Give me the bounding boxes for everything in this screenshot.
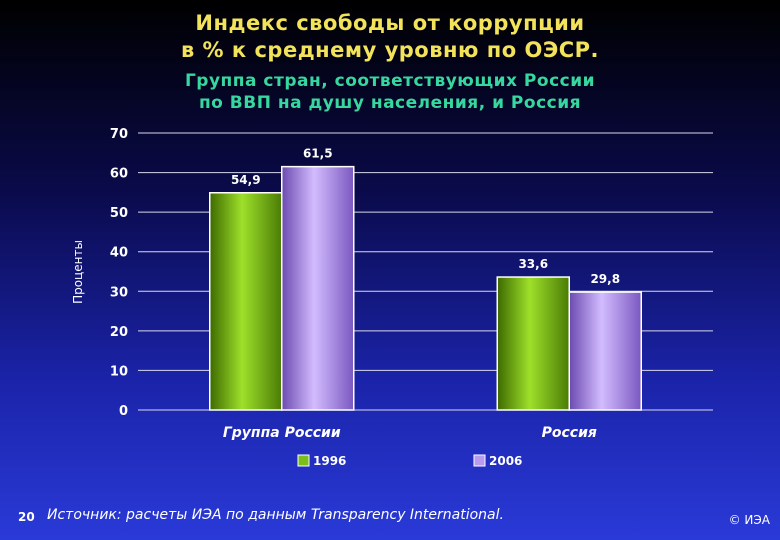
y-axis-label: Проценты — [71, 240, 85, 304]
bar — [281, 165, 355, 411]
title-line-1: Индекс свободы от коррупции — [195, 11, 585, 35]
subtitle-line-2: по ВВП на душу населения, и Россия — [198, 93, 582, 113]
bar — [209, 192, 283, 411]
y-tick-label: 50 — [110, 206, 128, 221]
bar — [496, 276, 570, 411]
legend-swatch — [297, 454, 310, 467]
chart-title: Индекс свободы от коррупции в % к средне… — [0, 10, 780, 64]
chart-subtitle: Группа стран, соответствующих России по … — [0, 70, 780, 114]
legend-label: 1996 — [313, 454, 346, 468]
source-note: Источник: расчеты ИЭА по данным Transpar… — [47, 507, 504, 523]
data-label: 33,6 — [518, 257, 548, 271]
y-tick-label: 30 — [110, 285, 128, 300]
bar — [568, 291, 642, 411]
data-label: 29,8 — [590, 272, 620, 286]
page-number: 20 — [18, 510, 35, 524]
data-label: 61,5 — [303, 147, 333, 161]
y-tick-label: 0 — [119, 404, 128, 419]
legend-label: 2006 — [489, 454, 522, 468]
y-tick-label: 20 — [110, 325, 128, 340]
legend-swatch — [473, 454, 486, 467]
subtitle-line-1: Группа стран, соответствующих России — [184, 71, 596, 91]
category-label: Группа России — [223, 425, 341, 441]
title-line-2: в % к среднему уровню по ОЭСР. — [180, 38, 600, 62]
y-tick-label: 60 — [110, 167, 128, 182]
y-tick-label: 70 — [110, 127, 128, 142]
copyright: © ИЭА — [728, 513, 770, 527]
y-tick-label: 40 — [110, 246, 128, 261]
y-tick-label: 10 — [110, 364, 128, 379]
data-label: 54,9 — [231, 173, 261, 187]
category-label: Россия — [542, 425, 597, 441]
